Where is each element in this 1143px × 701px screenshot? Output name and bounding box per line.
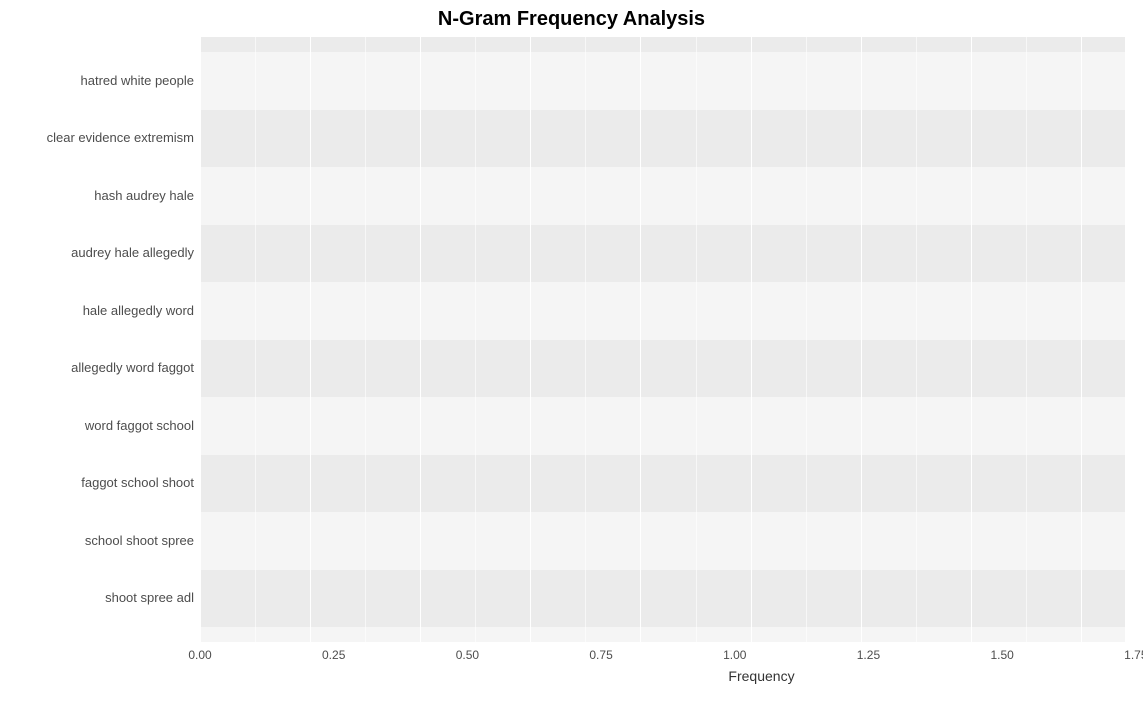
x-tick-label: 1.25 bbox=[857, 648, 880, 662]
plot-area bbox=[200, 37, 1125, 642]
y-tick-label: hale allegedly word bbox=[10, 304, 194, 318]
y-tick-label: clear evidence extremism bbox=[10, 131, 194, 145]
plot-bars bbox=[200, 37, 1125, 642]
y-axis-labels: hatred white people clear evidence extrem… bbox=[10, 37, 200, 642]
x-tick-label: 0.00 bbox=[188, 648, 211, 662]
y-tick-label: word faggot school bbox=[10, 419, 194, 433]
y-tick-label: shoot spree adl bbox=[10, 591, 194, 605]
ngram-frequency-chart: N-Gram Frequency Analysis hatred white p… bbox=[0, 0, 1143, 701]
y-tick-label: allegedly word faggot bbox=[10, 361, 194, 375]
x-axis-title: Frequency bbox=[200, 668, 1143, 684]
y-tick-label: school shoot spree bbox=[10, 534, 194, 548]
x-tick-label: 0.75 bbox=[589, 648, 612, 662]
x-tick-label: 0.50 bbox=[456, 648, 479, 662]
x-tick-label: 1.00 bbox=[723, 648, 746, 662]
x-tick-label: 0.25 bbox=[322, 648, 345, 662]
chart-title: N-Gram Frequency Analysis bbox=[10, 8, 1133, 31]
y-tick-label: hash audrey hale bbox=[10, 189, 194, 203]
x-tick-label: 1.75 bbox=[1124, 648, 1143, 662]
x-tick-label: 1.50 bbox=[990, 648, 1013, 662]
y-tick-label: faggot school shoot bbox=[10, 476, 194, 490]
y-tick-label: audrey hale allegedly bbox=[10, 246, 194, 260]
y-tick-label: hatred white people bbox=[10, 74, 194, 88]
x-axis-ticks: 0.000.250.500.751.001.251.501.752.00 bbox=[200, 644, 1143, 666]
